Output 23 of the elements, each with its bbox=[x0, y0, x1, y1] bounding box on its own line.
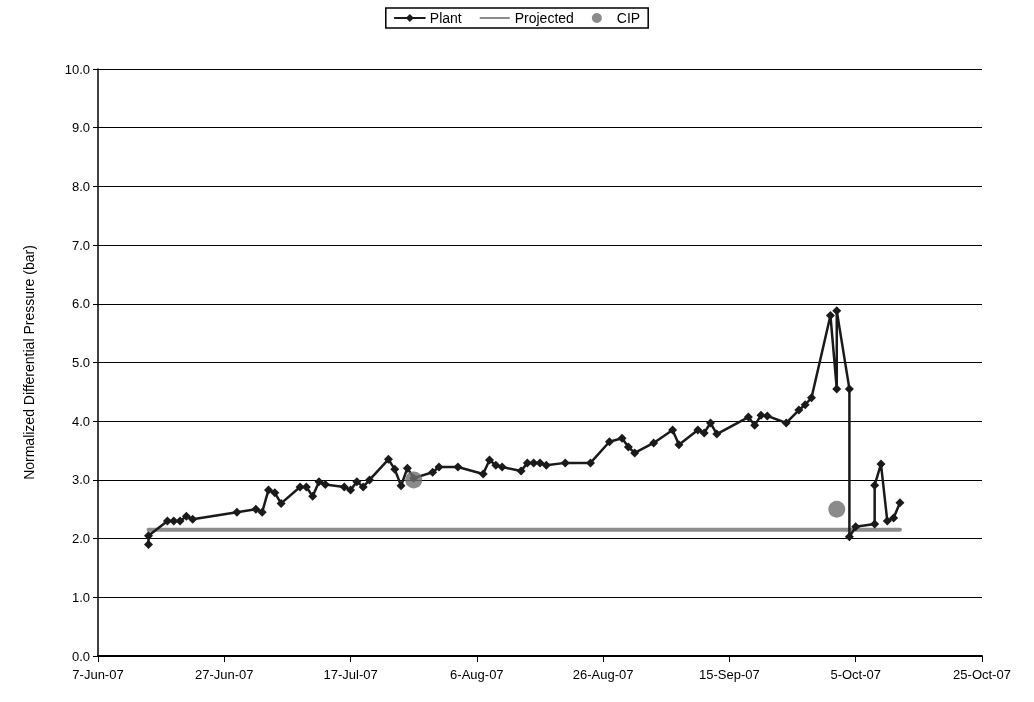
y-tick-label: 1.0 bbox=[71, 589, 90, 605]
x-tick-label: 26-Aug-07 bbox=[572, 667, 634, 682]
y-tick-label: 3.0 bbox=[71, 472, 90, 488]
y-tick-label: 8.0 bbox=[71, 178, 90, 194]
x-tick-label: 7-Jun-07 bbox=[72, 667, 124, 682]
y-axis-title: Normalized Differential Pressure (bar) bbox=[21, 245, 37, 480]
y-tick-label: 10.0 bbox=[64, 61, 90, 77]
x-tick-label: 25-Oct-07 bbox=[953, 667, 1011, 682]
y-tick-label: 9.0 bbox=[71, 120, 90, 136]
y-tick-label: 7.0 bbox=[71, 237, 90, 253]
x-tick-label: 5-Oct-07 bbox=[830, 667, 881, 682]
legend-label: Projected bbox=[514, 10, 574, 26]
legend-label: CIP bbox=[616, 10, 641, 26]
x-tick-label: 27-Jun-07 bbox=[195, 667, 254, 682]
y-tick-label: 0.0 bbox=[71, 648, 90, 664]
legend-label: Plant bbox=[429, 10, 462, 26]
y-tick-label: 2.0 bbox=[71, 531, 90, 547]
x-tick-label: 17-Jul-07 bbox=[323, 667, 378, 682]
x-tick-label: 6-Aug-07 bbox=[450, 667, 504, 682]
y-tick-label: 5.0 bbox=[71, 355, 90, 370]
y-tick-label: 6.0 bbox=[71, 296, 90, 312]
y-tick-label: 4.0 bbox=[71, 413, 90, 429]
x-tick-label: 15-Sep-07 bbox=[699, 667, 760, 682]
